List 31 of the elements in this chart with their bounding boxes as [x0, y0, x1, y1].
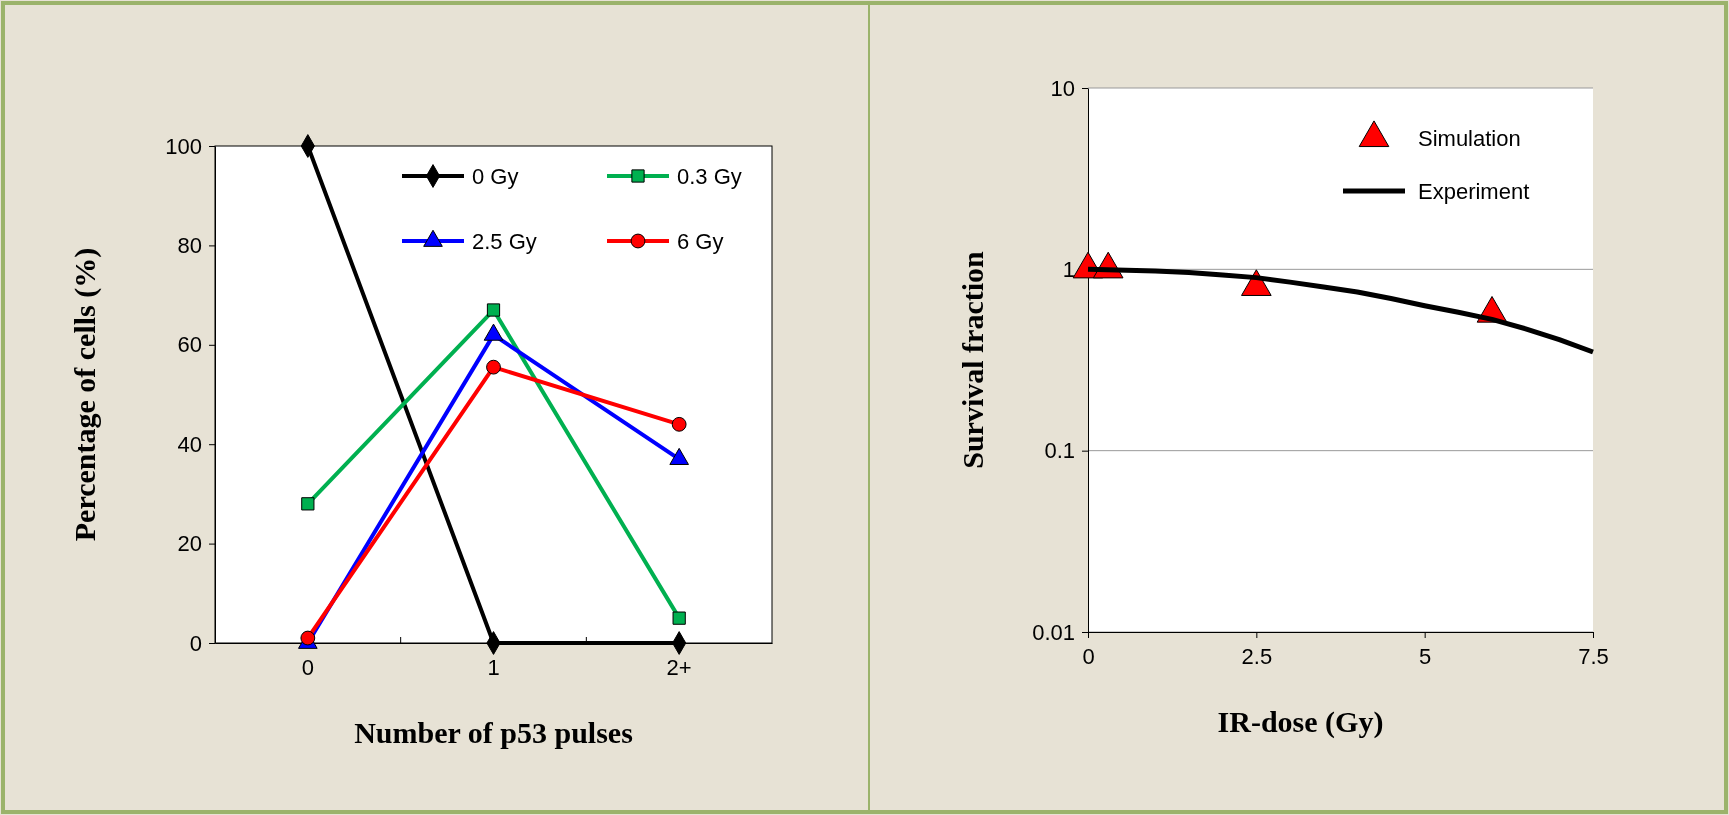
y-tick-label: 0.1: [1044, 438, 1075, 464]
x-tick-label: 1: [487, 654, 500, 680]
y-tick-label: 60: [177, 332, 202, 358]
x-tick-label: 2+: [666, 654, 692, 680]
x-axis-title: Number of p53 pulses: [354, 716, 633, 749]
y-tick-label: 100: [165, 133, 202, 159]
point: [486, 359, 501, 375]
legend-label: 0.3 Gy: [677, 164, 742, 189]
y-tick-label: 0.01: [1032, 619, 1075, 645]
y-tick-label: 20: [177, 531, 202, 557]
x-tick-label: 2.5: [1241, 643, 1273, 669]
point: [671, 416, 687, 432]
y-tick-label: 10: [1050, 75, 1075, 101]
legend-label: Experiment: [1418, 179, 1530, 204]
point: [486, 303, 501, 317]
legend-label: 2.5 Gy: [472, 229, 537, 254]
y-tick-label: 1: [1062, 256, 1075, 282]
legend-label: 6 Gy: [677, 229, 724, 254]
x-tick-label: 7.5: [1578, 643, 1609, 669]
x-axis-title: IR-dose (Gy): [1217, 705, 1384, 739]
y-tick-label: 80: [177, 232, 202, 258]
y-axis-title: Survival fraction: [956, 250, 989, 469]
y-tick-label: 40: [177, 431, 202, 457]
legend-label: 0 Gy: [472, 164, 519, 189]
x-tick-label: 0: [1082, 643, 1095, 669]
legend-label: Simulation: [1418, 126, 1521, 151]
x-tick-label: 0: [301, 654, 314, 680]
x-tick-label: 5: [1419, 643, 1432, 669]
y-axis-title: Percentage of cells (%): [68, 247, 102, 542]
point: [672, 611, 686, 625]
point: [301, 497, 315, 511]
